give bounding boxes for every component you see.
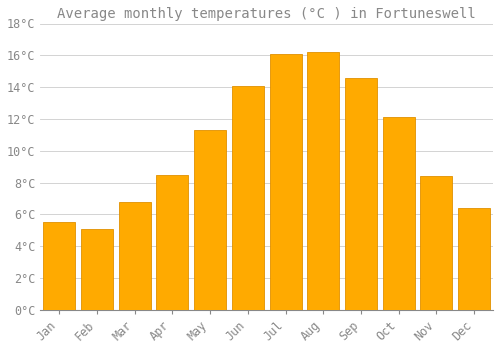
Bar xyxy=(43,222,75,310)
Bar xyxy=(81,229,113,310)
Bar xyxy=(345,78,377,310)
Bar xyxy=(118,202,150,310)
Bar xyxy=(270,54,302,310)
Bar xyxy=(156,175,188,310)
Bar xyxy=(307,52,340,310)
Bar xyxy=(232,85,264,310)
Bar xyxy=(382,117,415,310)
Bar xyxy=(458,208,490,310)
Bar xyxy=(420,176,452,310)
Title: Average monthly temperatures (°C ) in Fortuneswell: Average monthly temperatures (°C ) in Fo… xyxy=(58,7,476,21)
Bar xyxy=(194,130,226,310)
